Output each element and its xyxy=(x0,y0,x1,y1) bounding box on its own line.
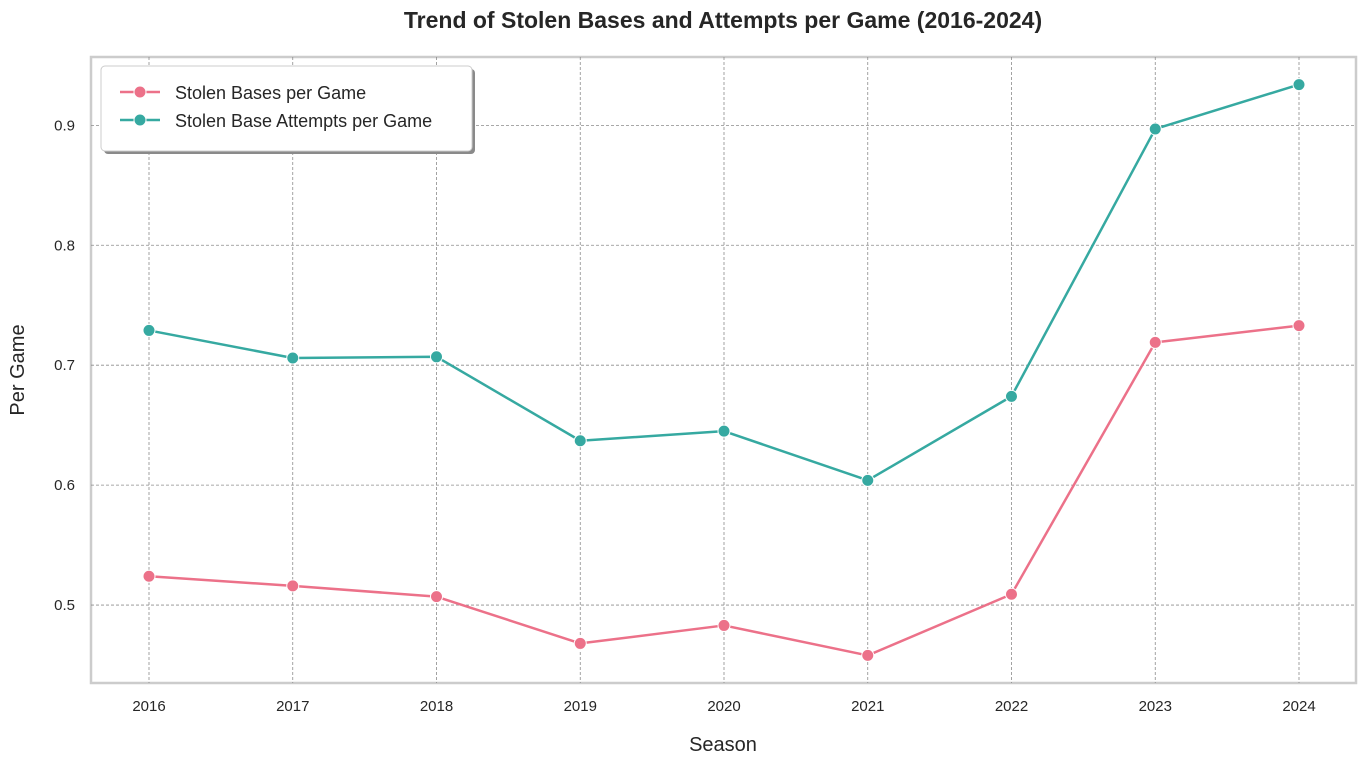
data-point xyxy=(861,648,875,662)
y-axis-ticks: 0.5 0.6 0.7 0.8 0.9 xyxy=(54,117,75,614)
data-point xyxy=(573,636,587,650)
data-point xyxy=(573,434,587,448)
legend: Stolen Bases per Game Stolen Base Attemp… xyxy=(100,65,475,154)
y-axis-label: Per Game xyxy=(7,324,29,415)
series-0 xyxy=(142,319,1306,662)
data-point xyxy=(717,618,731,632)
x-tick-label: 2018 xyxy=(420,698,453,715)
data-point xyxy=(861,473,875,487)
plot-area xyxy=(89,55,1358,685)
y-tick-label: 0.7 xyxy=(54,357,75,374)
data-point xyxy=(1148,122,1162,136)
legend-marker-attempts xyxy=(133,113,147,127)
x-axis-ticks: 2016 2017 2018 2019 2020 2021 2022 2023 2024 xyxy=(132,698,1315,715)
x-tick-label: 2020 xyxy=(707,698,740,715)
data-point xyxy=(430,350,443,364)
x-tick-label: 2016 xyxy=(132,698,165,715)
data-point xyxy=(717,424,731,438)
data-point xyxy=(1292,78,1306,92)
data-point xyxy=(286,351,300,365)
data-point xyxy=(142,323,156,337)
x-tick-label: 2022 xyxy=(995,698,1028,715)
x-tick-label: 2024 xyxy=(1282,698,1315,715)
legend-marker-stolen-bases xyxy=(133,85,147,99)
x-tick-label: 2019 xyxy=(564,698,597,715)
x-tick-label: 2021 xyxy=(851,698,884,715)
data-point xyxy=(430,590,443,604)
y-tick-label: 0.5 xyxy=(54,597,75,614)
data-point xyxy=(1148,335,1162,349)
x-tick-label: 2017 xyxy=(276,698,309,715)
legend-label-stolen-bases: Stolen Bases per Game xyxy=(175,83,366,103)
chart-title: Trend of Stolen Bases and Attempts per G… xyxy=(404,7,1042,33)
data-point xyxy=(1005,389,1018,403)
data-point xyxy=(1292,319,1306,333)
y-tick-label: 0.8 xyxy=(54,237,75,254)
data-point xyxy=(142,569,156,583)
data-point xyxy=(1005,587,1018,601)
y-tick-label: 0.9 xyxy=(54,117,75,134)
y-tick-label: 0.6 xyxy=(54,477,75,494)
grid-lines xyxy=(91,57,1356,683)
series-1 xyxy=(142,78,1306,487)
legend-box xyxy=(100,65,473,152)
x-axis-label: Season xyxy=(689,734,757,756)
x-tick-label: 2023 xyxy=(1139,698,1172,715)
data-point xyxy=(286,579,300,593)
legend-label-attempts: Stolen Base Attempts per Game xyxy=(175,111,432,131)
series-layer xyxy=(142,78,1306,662)
